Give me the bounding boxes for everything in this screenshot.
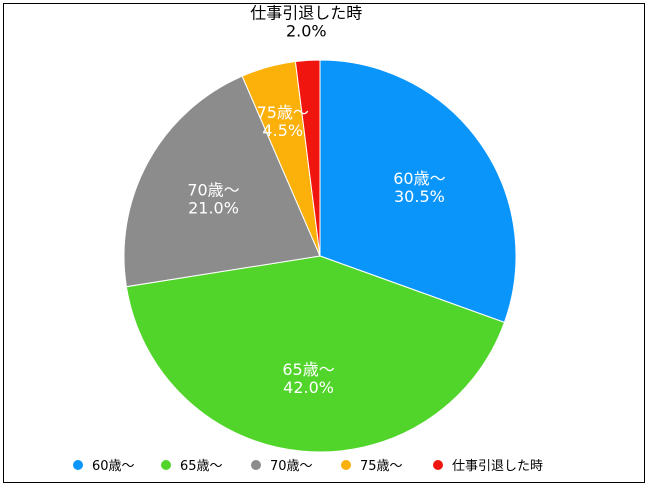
pie-slice-0 [319, 59, 517, 324]
legend-item-2: 70歳〜 [251, 459, 313, 474]
legend-swatch-0 [73, 460, 83, 470]
legend-label-4: 仕事引退した時 [452, 459, 543, 474]
legend-label-1: 65歳〜 [180, 459, 223, 474]
legend-item-3: 75歳〜 [341, 459, 403, 474]
legend-swatch-1 [161, 460, 171, 470]
slice-value-label-4: 2.0% [286, 21, 327, 40]
legend-item-1: 65歳〜 [161, 459, 223, 474]
slice-category-label-4: 仕事引退した時 [250, 3, 362, 22]
slice-category-label-3: 75歳〜 [257, 103, 309, 122]
pie-slice-2 [123, 75, 321, 288]
legend-swatch-4 [433, 460, 443, 470]
legend-swatch-2 [251, 460, 261, 470]
legend-item-0: 60歳〜 [73, 459, 135, 474]
slice-value-label-1: 42.0% [283, 378, 334, 397]
legend-item-4: 仕事引退した時 [433, 459, 543, 474]
legend-label-3: 75歳〜 [360, 459, 403, 474]
slice-value-label-3: 4.5% [262, 121, 303, 140]
slice-category-label-2: 70歳〜 [187, 180, 239, 199]
legend-label-0: 60歳〜 [92, 459, 135, 474]
slice-category-label-0: 60歳〜 [393, 169, 445, 188]
legend-label-2: 70歳〜 [270, 459, 313, 474]
legend-swatch-3 [341, 460, 351, 470]
slice-value-label-2: 21.0% [188, 198, 239, 217]
pie-slice-1 [125, 255, 506, 453]
slice-category-label-1: 65歳〜 [282, 360, 334, 379]
pie-slice-4 [294, 59, 321, 257]
slice-value-label-0: 30.5% [394, 187, 445, 206]
